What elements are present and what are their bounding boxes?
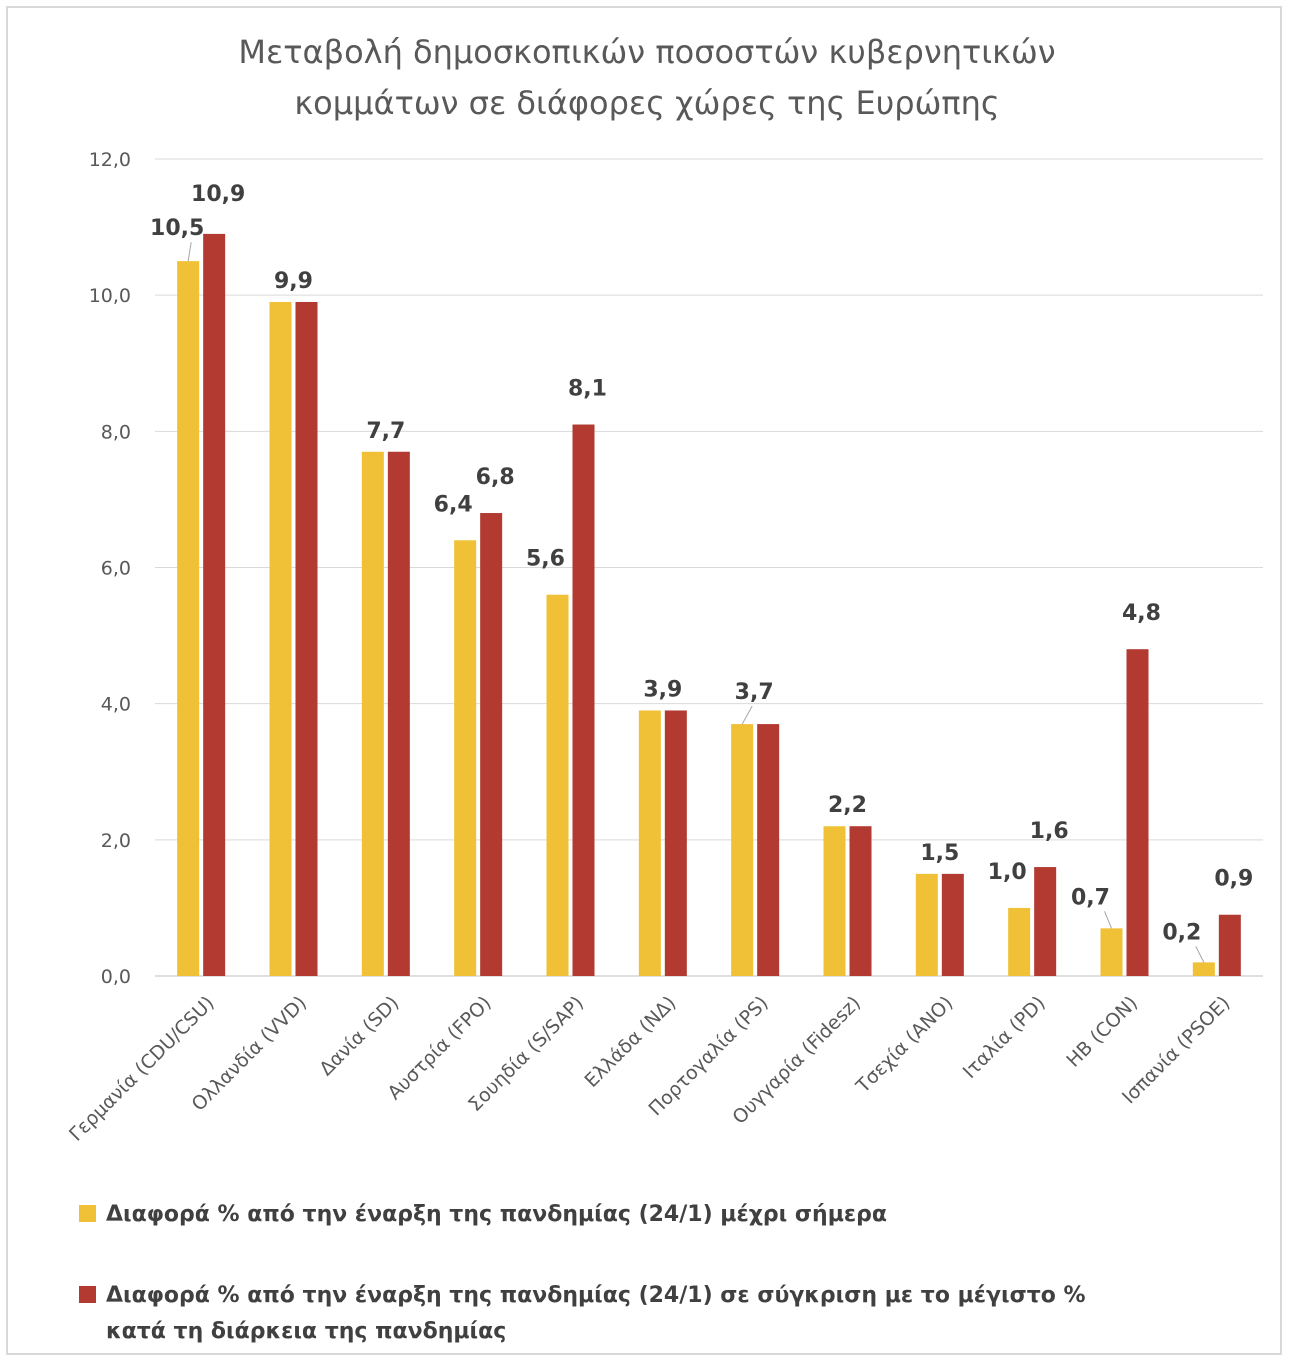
category-label: ΗΒ (CON) [1062,992,1142,1072]
chart-title-line-2: κομμάτων σε διάφορες χώρες της Ευρώπης [294,84,999,122]
legend-swatch-2 [79,1286,96,1303]
bar-series-1 [177,261,200,976]
data-label: 2,2 [828,793,867,818]
data-label: 6,4 [434,492,473,517]
bar-series-2 [1126,649,1149,976]
legend-label-2: Διαφορά % από την έναρξη της πανδημίας (… [106,1283,1086,1308]
bar-series-1 [1100,928,1123,976]
bar-series-1 [454,540,477,976]
y-tick-label: 4,0 [101,694,131,716]
bar-series-2 [849,826,872,976]
category-label: Ιταλία (PD) [959,992,1050,1083]
bar-series-2 [1034,867,1057,976]
data-label: 1,5 [920,841,959,866]
data-label: 8,1 [568,377,607,402]
category-label: Τσεχία (ANO) [851,992,957,1098]
bar-series-1 [1008,907,1031,976]
data-label: 1,0 [988,860,1027,885]
grid-lines: 0,0 2,0 4,0 6,0 8,0 10,0 12,0 [89,149,1263,988]
category-label: Ελλάδα (ΝΔ) [580,992,680,1092]
bar-series-2 [203,233,226,976]
y-tick-label: 2,0 [101,830,131,852]
bar-series-2 [295,301,318,977]
data-label: 10,9 [191,182,245,207]
bar-series-2 [1218,914,1241,976]
bar-series-2 [757,724,780,976]
leader-line [1195,946,1205,963]
bar-series-2 [480,513,503,976]
bar-series-1 [731,724,754,976]
bar-series-1 [915,873,938,976]
y-tick-label: 12,0 [89,149,131,171]
bar-series-2 [941,873,964,976]
bar-series-1 [823,826,846,976]
data-label: 10,5 [150,216,204,241]
bar-series-2 [387,451,410,977]
category-label: Δανία (SD) [315,992,403,1080]
bar-series-2 [664,710,687,976]
leader-line [1104,911,1112,929]
data-label: 1,6 [1030,819,1069,844]
data-label: 7,7 [366,419,405,444]
bar-series-1 [269,301,292,977]
y-tick-label: 8,0 [101,421,131,443]
y-tick-label: 6,0 [101,558,131,580]
legend-swatch-1 [79,1205,96,1222]
y-tick-label: 0,0 [101,966,131,988]
category-axis: Γερμανία (CDU/CSU)Ολλανδία (VVD) Δανία (S… [65,992,1234,1146]
data-label: 9,9 [274,269,313,294]
data-label: 4,8 [1122,601,1161,626]
bar-series-1 [638,710,661,976]
category-label: Γερμανία (CDU/CSU) [65,992,219,1146]
data-label: 3,7 [735,680,774,705]
bar-series-1 [546,594,569,976]
leader-line [187,242,192,262]
legend-label-2: κατά τη διάρκεια της πανδημίας [106,1319,506,1344]
data-label: 0,2 [1162,920,1201,945]
data-label: 0,9 [1214,867,1253,892]
bar-series [177,233,1241,977]
data-labels: 10,5 10,9 9,9 7,7 6,46,8 5,6 8,1 3,9 3,7 2,2 1,5 1,… [150,182,1253,963]
legend-label-1: Διαφορά % από την έναρξη της πανδημίας (… [106,1202,887,1227]
bar-series-1 [361,451,384,977]
bar-series-2 [572,424,595,976]
legend: Διαφορά % από την έναρξη της πανδημίας (… [79,1202,1086,1344]
data-label: 0,7 [1071,885,1110,910]
data-label: 3,9 [643,677,682,702]
bar-series-1 [1192,962,1215,976]
chart-title-line-1: Μεταβολή δημοσκοπικών ποσοστών κυβερνητι… [238,33,1055,71]
data-label: 5,6 [526,547,565,572]
leader-line [741,705,753,725]
data-label: 6,8 [476,465,515,490]
y-tick-label: 10,0 [89,285,131,307]
